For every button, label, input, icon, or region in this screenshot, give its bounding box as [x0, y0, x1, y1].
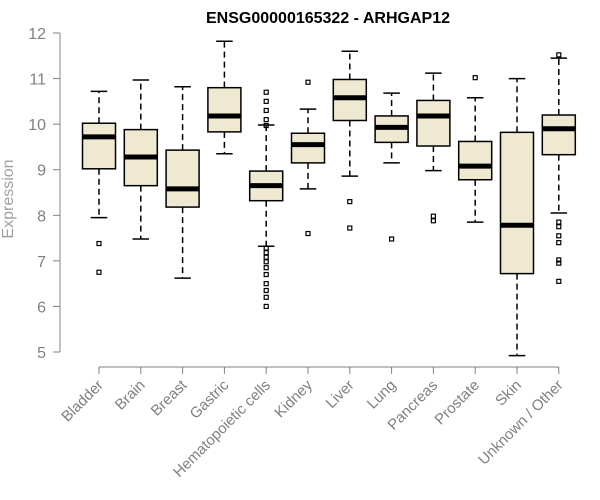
iqr-box: [416, 99, 451, 147]
y-tick-label: 10: [28, 117, 46, 134]
box-kidney: [290, 79, 326, 237]
iqr-box: [165, 149, 200, 208]
iqr-box: [207, 86, 242, 133]
x-tick-label: Kidney: [271, 376, 316, 421]
box-breast: [165, 86, 200, 279]
iqr-box: [290, 132, 326, 164]
x-tick-label: Lung: [364, 377, 400, 413]
outlier-point: [263, 89, 269, 95]
x-tick-label: Breast: [148, 376, 191, 419]
iqr-box: [457, 140, 493, 181]
box-unknown-other: [541, 52, 577, 284]
outlier-point: [96, 269, 102, 275]
outlier-point: [556, 52, 562, 58]
outlier-point: [263, 287, 269, 294]
outlier-point: [430, 213, 436, 219]
y-tick-label: 5: [37, 345, 46, 362]
y-axis-label: Expression: [0, 159, 17, 238]
outlier-point: [430, 218, 436, 224]
outlier-point: [263, 303, 269, 310]
outlier-point: [263, 281, 269, 287]
x-tick-label: Liver: [323, 377, 358, 412]
outlier-point: [263, 294, 269, 300]
outlier-point: [263, 265, 269, 271]
x-tick-label: Prostate: [431, 377, 483, 429]
outlier-point: [263, 271, 269, 278]
outlier-point: [347, 199, 353, 205]
outlier-point: [263, 98, 269, 104]
outlier-point: [263, 107, 269, 114]
x-tick-label: Skin: [492, 377, 525, 410]
y-tick-label: 7: [37, 254, 46, 271]
y-tick-label: 12: [28, 26, 46, 43]
y-tick-label: 6: [37, 299, 46, 316]
chart-title: ENSG00000165322 - ARHGAP12: [206, 10, 450, 27]
outlier-point: [263, 116, 269, 123]
outlier-point: [556, 257, 562, 263]
iqr-box: [541, 114, 577, 156]
boxes: [81, 40, 577, 357]
box-skin: [499, 77, 535, 357]
box-lung: [374, 92, 409, 242]
box-hematopoietic-cells: [248, 89, 284, 310]
outlier-point: [305, 79, 311, 85]
box-pancreas: [416, 72, 451, 224]
y-tick-label: 8: [37, 208, 46, 225]
y-tick-label: 11: [29, 72, 46, 89]
outlier-point: [472, 75, 478, 81]
outlier-point: [305, 230, 311, 237]
outlier-point: [556, 260, 562, 266]
outlier-point: [556, 219, 562, 225]
outlier-point: [556, 278, 562, 284]
x-tick-label: Brain: [112, 377, 149, 414]
y-tick-label: 9: [37, 163, 46, 180]
outlier-point: [556, 233, 562, 239]
box-brain: [123, 79, 159, 240]
outlier-point: [263, 250, 269, 256]
outlier-point: [347, 225, 353, 231]
outlier-point: [556, 224, 562, 230]
box-gastric: [207, 40, 242, 155]
outlier-point: [389, 236, 395, 242]
box-prostate: [457, 75, 493, 223]
outlier-point: [263, 259, 269, 265]
outlier-point: [263, 254, 269, 260]
iqr-box: [81, 122, 117, 170]
y-axis: 5 6 7 8 9 10 11 12: [28, 26, 61, 362]
outlier-point: [556, 240, 562, 246]
x-tick-label: Bladder: [58, 377, 107, 426]
iqr-box: [499, 131, 535, 275]
box-bladder: [81, 90, 117, 275]
outlier-point: [96, 240, 102, 247]
outlier-point: [263, 122, 269, 129]
box-liver: [332, 50, 368, 231]
